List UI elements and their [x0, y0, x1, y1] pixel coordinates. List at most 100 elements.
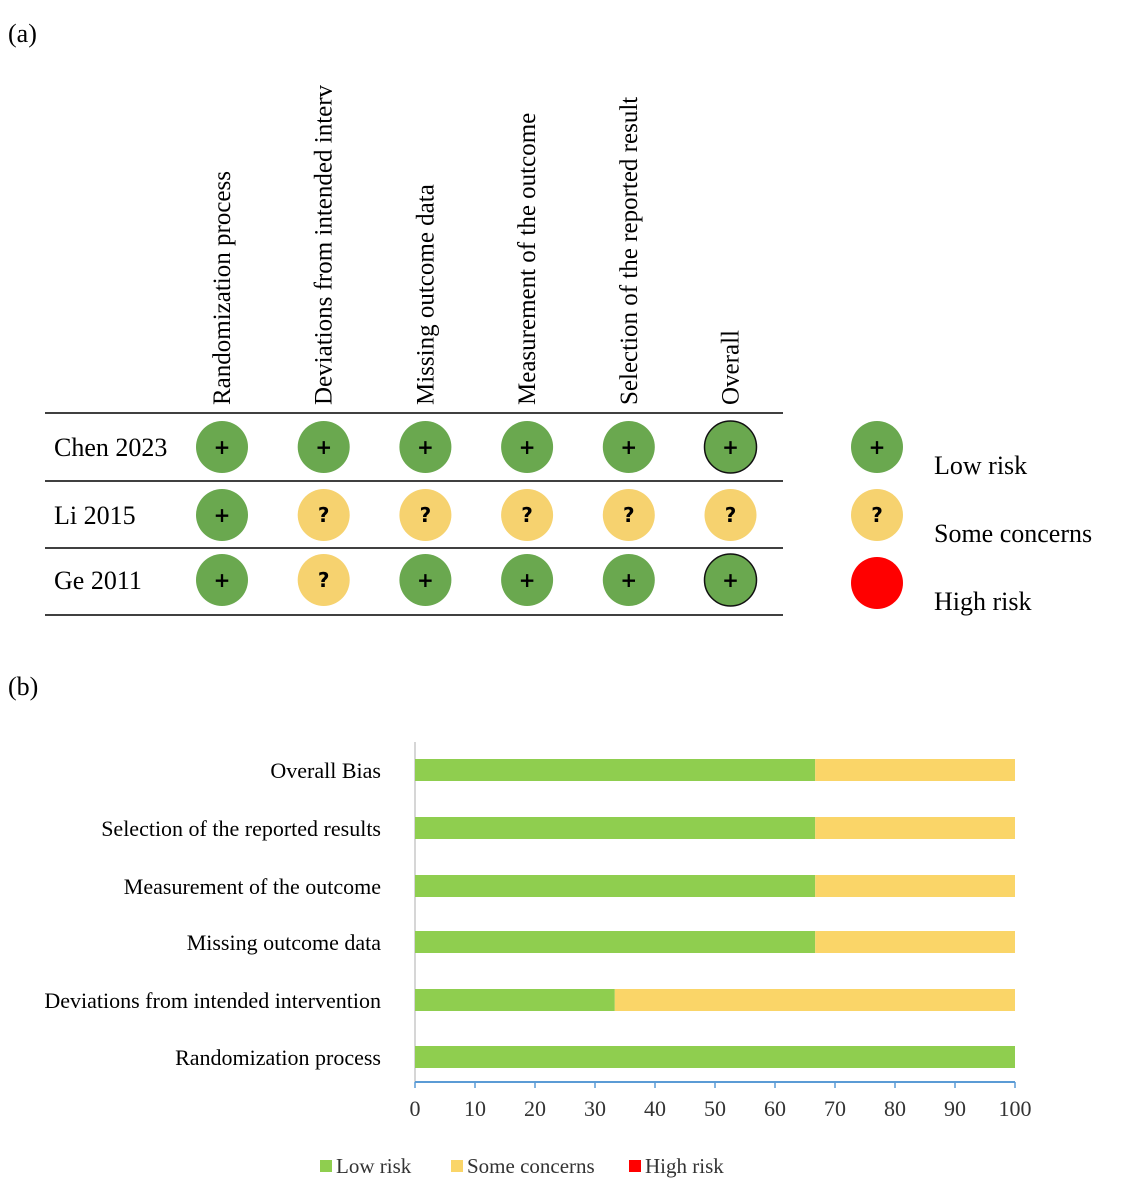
question-icon: ? [318, 568, 330, 592]
question-icon: ? [420, 503, 432, 527]
legend-swatch [451, 1160, 463, 1172]
low-risk-icon [501, 421, 554, 473]
legend-label: Low risk [934, 451, 1027, 480]
plus-icon: + [620, 568, 637, 592]
question-icon: ? [725, 503, 737, 527]
x-tick-label: 40 [644, 1096, 666, 1121]
legend-label: High risk [934, 587, 1032, 616]
category-label: Deviations from intended intervention [44, 988, 381, 1013]
low-risk-icon [399, 421, 452, 473]
study-label: Chen 2023 [54, 433, 167, 462]
plus-icon: + [869, 435, 886, 459]
low-risk-icon [602, 554, 655, 606]
low-risk-icon [703, 420, 758, 474]
bar-segment [614, 989, 1015, 1011]
bar-segment [815, 759, 1015, 781]
bar-segment [415, 1046, 1015, 1068]
x-tick-label: 0 [410, 1096, 421, 1121]
plus-icon: + [214, 503, 231, 527]
low-risk-icon [851, 421, 903, 473]
x-tick-label: 50 [704, 1096, 726, 1121]
column-header: Deviations from intended interv [311, 84, 338, 405]
low-risk-icon [501, 554, 554, 606]
plus-icon: + [315, 435, 332, 459]
legend-swatch [629, 1160, 641, 1172]
plus-icon: + [417, 568, 434, 592]
x-tick-label: 20 [524, 1096, 546, 1121]
question-icon: ? [623, 503, 635, 527]
some-concerns-icon [297, 489, 350, 541]
plus-icon: + [214, 568, 231, 592]
column-header: Missing outcome data [412, 184, 439, 405]
question-icon: ? [521, 503, 533, 527]
plus-icon: + [620, 435, 637, 459]
legend-label: Some concerns [467, 1154, 595, 1178]
low-risk-icon [196, 421, 248, 473]
legend-label: Low risk [336, 1154, 412, 1178]
plus-icon: + [722, 568, 739, 592]
category-label: Missing outcome data [187, 930, 382, 955]
low-risk-icon [602, 421, 655, 473]
plus-icon: + [722, 435, 739, 459]
column-header: Selection of the reported result [616, 97, 643, 405]
category-label: Overall Bias [270, 758, 381, 783]
low-risk-icon [703, 553, 758, 607]
bar-segment [415, 759, 816, 781]
plus-icon: + [519, 568, 536, 592]
bar-segment [415, 817, 816, 839]
x-tick-label: 10 [464, 1096, 486, 1121]
category-label: Selection of the reported results [101, 816, 381, 841]
panel-a-column-headers: Randomization process Deviations from int… [209, 84, 745, 405]
question-icon: ? [871, 503, 883, 527]
legend-label: High risk [645, 1154, 724, 1178]
plus-icon: + [519, 435, 536, 459]
panel-a-legend: + Low risk? Some concerns High risk [851, 421, 1092, 616]
low-risk-icon [297, 421, 350, 473]
some-concerns-icon [297, 554, 350, 606]
column-header: Randomization process [209, 171, 236, 405]
legend-label: Some concerns [934, 519, 1092, 548]
chart-x-ticks: 0 10 20 30 40 50 60 70 80 90 100 [410, 1082, 1032, 1121]
chart-legend: Low risk Some concerns High risk [320, 1154, 724, 1178]
some-concerns-icon [399, 489, 452, 541]
plus-icon: + [417, 435, 434, 459]
chart-axes [414, 742, 1015, 1083]
bar-segment [815, 817, 1015, 839]
x-tick-label: 70 [824, 1096, 846, 1121]
x-tick-label: 30 [584, 1096, 606, 1121]
column-header: Overall [718, 330, 745, 405]
some-concerns-icon [851, 489, 903, 541]
chart-category-labels: Overall Bias Selection of the reported re… [44, 758, 381, 1070]
plus-icon: + [214, 435, 231, 459]
low-risk-icon [196, 554, 248, 606]
column-header: Measurement of the outcome [514, 113, 541, 405]
bar-segment [815, 931, 1015, 953]
category-label: Measurement of the outcome [124, 874, 381, 899]
study-label: Ge 2011 [54, 566, 142, 595]
panel-b: (b) Overall Bias Selection of the reporte… [8, 672, 1032, 1178]
x-tick-label: 60 [764, 1096, 786, 1121]
chart-bars [415, 759, 1015, 1068]
x-tick-label: 100 [999, 1096, 1032, 1121]
bar-segment [415, 875, 816, 897]
low-risk-icon [196, 489, 248, 541]
panel-a-label: (a) [8, 19, 37, 48]
x-tick-label: 90 [944, 1096, 966, 1121]
x-tick-label: 80 [884, 1096, 906, 1121]
panel-b-label: (b) [8, 672, 38, 701]
bar-segment [415, 931, 816, 953]
bar-segment [815, 875, 1015, 897]
low-risk-icon [399, 554, 452, 606]
panel-a-table-lines [45, 412, 783, 616]
study-label: Li 2015 [54, 501, 136, 530]
some-concerns-icon [704, 489, 757, 541]
legend-swatch [320, 1160, 332, 1172]
panel-a: (a) Randomization process Deviations from… [8, 19, 1092, 616]
panel-a-rows: Chen 2023 + + + + + + Li 2015 +???? ? Ge 2011 +? + + +… [54, 420, 758, 607]
some-concerns-icon [501, 489, 554, 541]
category-label: Randomization process [175, 1045, 381, 1070]
question-icon: ? [318, 503, 330, 527]
high-risk-icon [851, 557, 903, 609]
some-concerns-icon [602, 489, 655, 541]
